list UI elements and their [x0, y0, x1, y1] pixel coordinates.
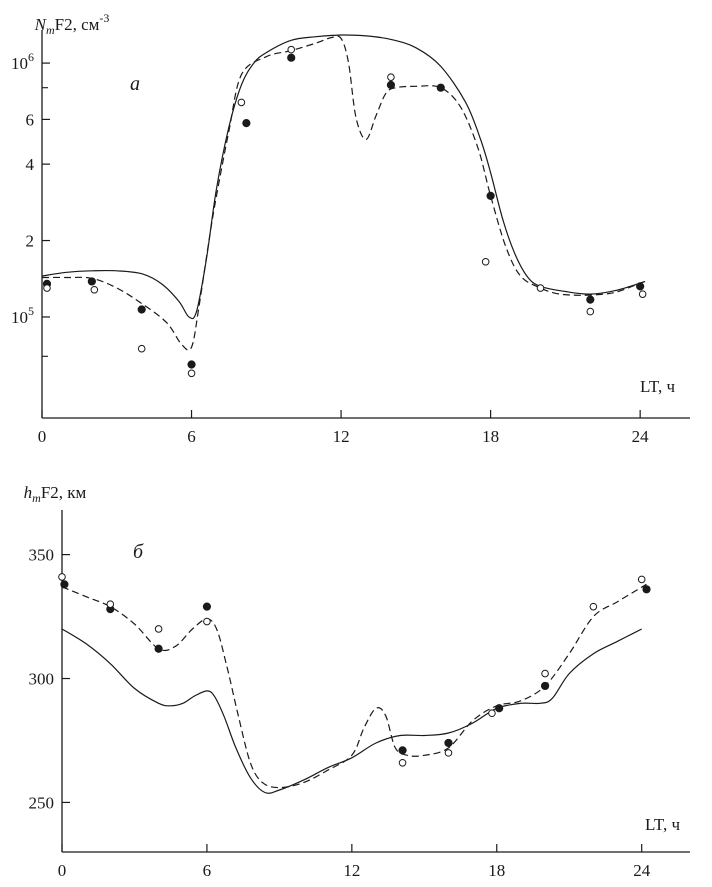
panel-letter: а: [130, 73, 140, 95]
filled-point: [242, 119, 251, 128]
y-tick-label: 106: [11, 50, 34, 73]
filled-point: [636, 282, 645, 291]
filled-point: [642, 585, 651, 594]
open-point: [637, 575, 646, 584]
solid-series-line: [61, 628, 642, 794]
open-point: [187, 369, 196, 378]
open-point: [541, 669, 549, 678]
x-tick-label: 0: [38, 427, 47, 446]
x-tick-label: 6: [187, 427, 196, 446]
open-point: [137, 344, 146, 353]
x-tick-label: 12: [333, 427, 350, 446]
x-axis-label: LT, ч: [645, 815, 680, 834]
filled-point: [398, 746, 407, 755]
filled-point: [60, 580, 69, 589]
y-tick-label: 6: [26, 110, 35, 129]
open-point: [154, 625, 163, 633]
open-point: [43, 284, 51, 292]
dashed-series-line: [61, 583, 647, 789]
y-tick-label: 2: [26, 232, 35, 251]
x-tick-label: 18: [488, 861, 505, 880]
open-point: [203, 617, 211, 626]
open-point: [58, 573, 66, 581]
filled-point: [154, 644, 163, 653]
y-axis-label: hmF2, км: [24, 483, 87, 505]
open-point: [106, 600, 115, 608]
x-tick-label: 12: [343, 861, 360, 880]
open-point: [237, 98, 246, 107]
filled-point: [540, 681, 550, 691]
filled-point: [444, 738, 453, 748]
y-tick-label: 350: [29, 546, 55, 565]
open-point: [398, 758, 407, 767]
filled-point: [87, 277, 96, 286]
x-tick-label: 18: [482, 427, 499, 446]
filled-point: [586, 295, 595, 304]
open-point: [488, 709, 496, 718]
y-tick-label: 300: [29, 670, 55, 689]
x-tick-label: 24: [633, 861, 651, 880]
x-tick-label: 24: [632, 427, 650, 446]
open-point: [90, 285, 99, 294]
x-tick-label: 0: [58, 861, 67, 880]
open-point: [444, 749, 453, 757]
filled-point: [495, 704, 504, 713]
filled-point: [436, 83, 445, 92]
chart-panel-b: 0 6 12 18 24 250 300 350 hmF2, км LT, ч б: [24, 483, 690, 880]
solid-series-line: [41, 34, 646, 320]
open-point: [481, 257, 490, 266]
filled-point: [137, 305, 146, 314]
open-point: [287, 45, 296, 54]
filled-point: [486, 191, 495, 200]
x-tick-label: 6: [203, 861, 212, 880]
x-axis-label: LT, ч: [640, 377, 675, 396]
open-point: [387, 73, 395, 81]
y-tick-label: 250: [29, 793, 55, 812]
open-point: [536, 284, 545, 292]
y-tick-label: 105: [11, 304, 34, 327]
filled-point: [386, 80, 396, 90]
open-point: [638, 290, 647, 298]
filled-point: [287, 53, 296, 62]
open-point: [589, 602, 598, 611]
y-axis-label: NmF2, см-3: [34, 11, 110, 37]
y-tick-label: 4: [26, 155, 35, 174]
panel-letter: б: [133, 541, 144, 563]
open-point: [586, 307, 595, 316]
filled-point: [187, 360, 196, 369]
filled-point: [202, 602, 212, 611]
